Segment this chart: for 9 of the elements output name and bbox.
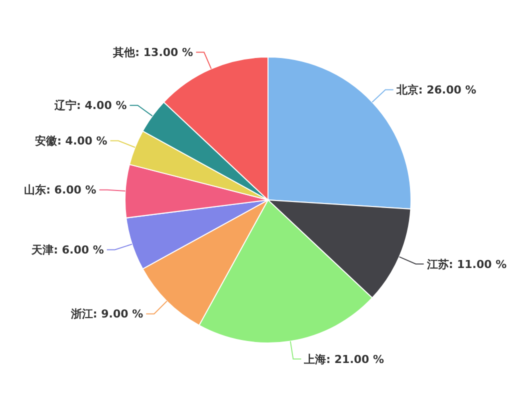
slice-label: 浙江: 9.00 % — [70, 308, 144, 321]
slice-label: 江苏: 11.00 % — [426, 258, 507, 271]
slice-label: 上海: 21.00 % — [303, 352, 384, 366]
slice-label: 安徽: 4.00 % — [35, 134, 108, 148]
slice-label: 山东: 6.00 % — [24, 184, 96, 197]
slice-label: 辽宁: 4.00 % — [54, 99, 127, 112]
slice-label: 其他: 13.00 % — [112, 46, 194, 60]
slice-label: 天津: 6.00 % — [30, 244, 104, 257]
slice-label: 北京: 26.00 % — [395, 84, 476, 97]
